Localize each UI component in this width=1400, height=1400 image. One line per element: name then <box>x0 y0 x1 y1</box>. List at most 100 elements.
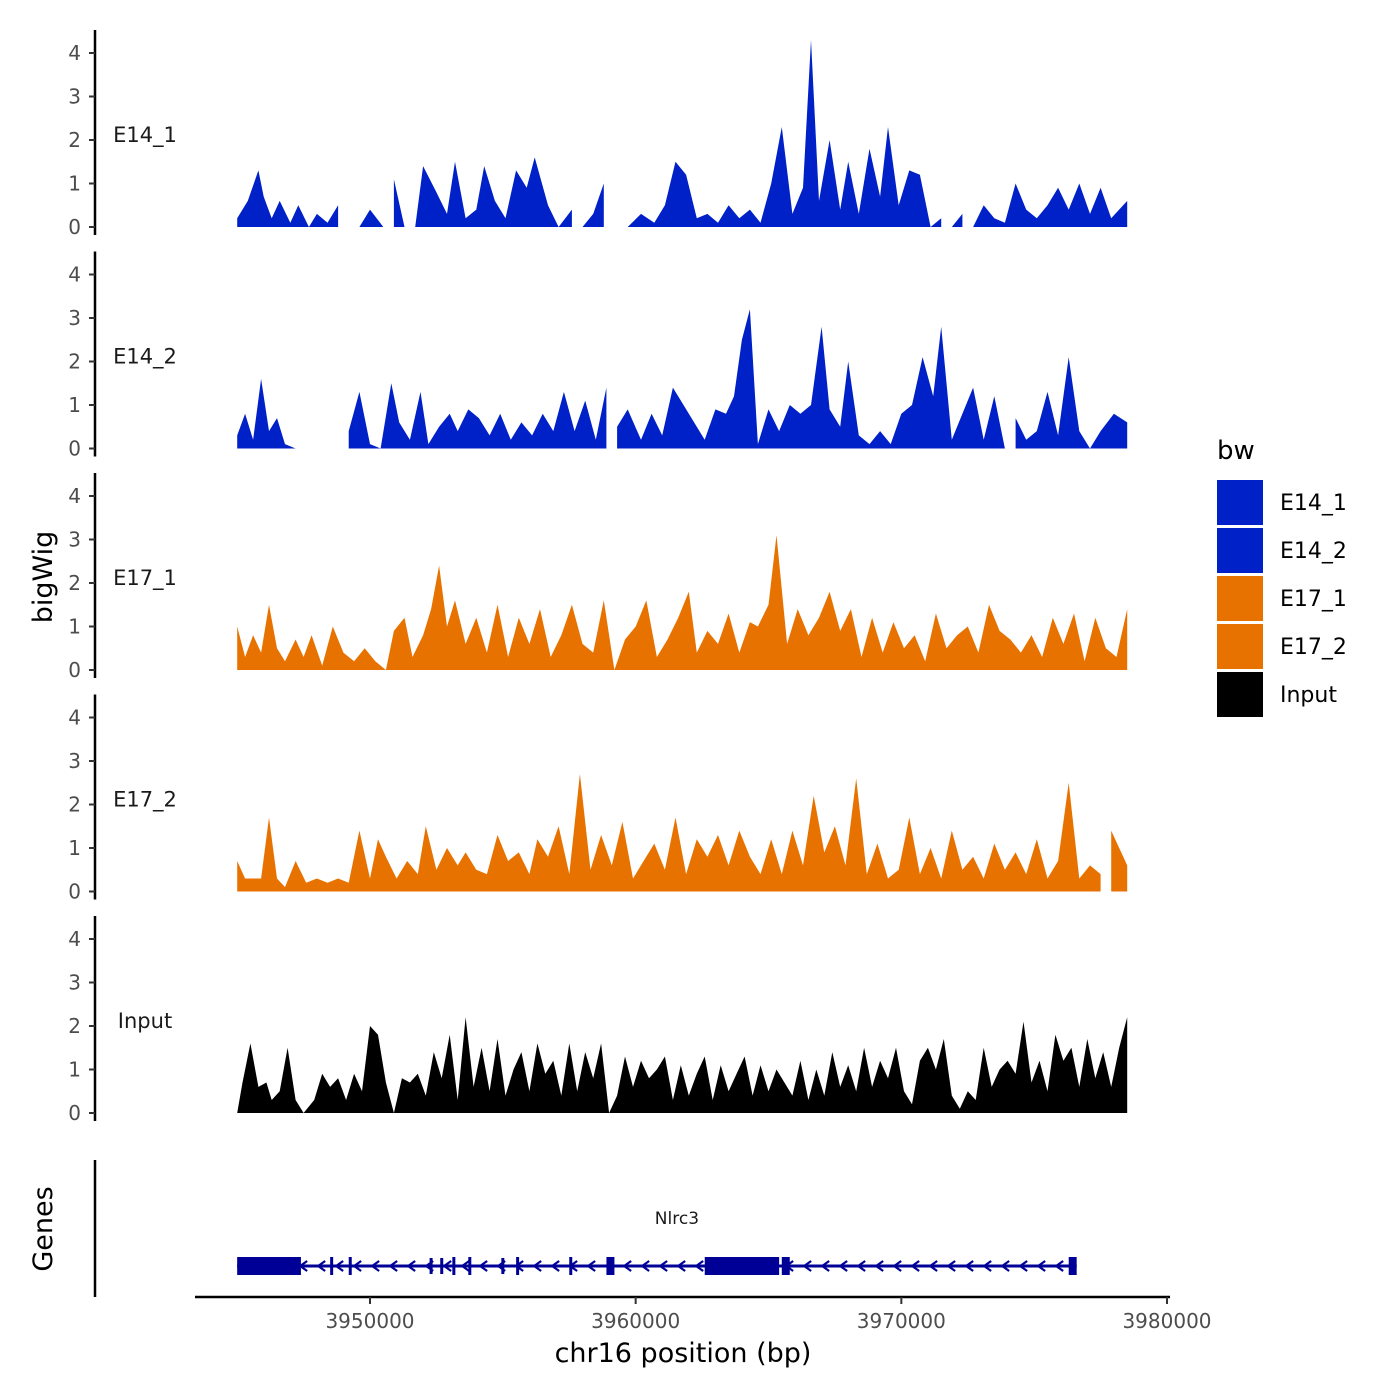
gene-strand-arrow <box>676 1260 686 1272</box>
gene-name-label: Nlrc3 <box>655 1209 699 1229</box>
gene-exon <box>1068 1257 1077 1275</box>
gene-strand-arrow <box>640 1260 650 1272</box>
y-tick-label: 0 <box>68 437 81 461</box>
gene-strand-arrow <box>334 1260 344 1272</box>
y-tick-label: 0 <box>68 658 81 682</box>
y-tick-label: 3 <box>68 528 81 552</box>
gene-exon <box>452 1257 456 1275</box>
gene-strand-arrow <box>622 1260 632 1272</box>
y-tick-label: 4 <box>68 484 81 508</box>
gene-strand-arrow <box>532 1260 542 1272</box>
gene-strand-arrow <box>766 1260 776 1272</box>
gene-models: Nlrc3 <box>237 1209 1077 1275</box>
y-tick-label: 2 <box>68 128 81 152</box>
y-tick-label: 1 <box>68 836 81 860</box>
track-label: E17_2 <box>113 788 177 813</box>
legend-label: E17_1 <box>1280 587 1347 612</box>
legend-swatch <box>1217 480 1263 525</box>
y-tick-label: 1 <box>68 1058 81 1082</box>
y-tick-label: 0 <box>68 880 81 904</box>
gene-strand-arrow <box>406 1260 416 1272</box>
gene-Nlrc3: Nlrc3 <box>237 1209 1077 1275</box>
y-tick-label: 1 <box>68 172 81 196</box>
legend-label: E14_2 <box>1280 539 1347 564</box>
gene-exon <box>468 1257 472 1275</box>
gene-strand-arrow <box>946 1260 956 1272</box>
gene-strand-arrow <box>478 1260 488 1272</box>
legend-swatch <box>1217 624 1263 669</box>
y-axis-title: bigWig <box>28 531 59 624</box>
y-tick-label: 1 <box>68 615 81 639</box>
legend: bw E14_1 E14_2 E17_1 E17_2 Input <box>1217 436 1347 717</box>
x-ticks: 3950000 3960000 3970000 3980000 <box>325 1297 1212 1333</box>
gene-strand-arrow <box>604 1260 614 1272</box>
y-tick-label: 2 <box>68 350 81 374</box>
legend-swatch <box>1217 528 1263 573</box>
track-label: E14_1 <box>113 123 177 148</box>
y-tick-label: 0 <box>68 215 81 239</box>
x-tick-label: 3980000 <box>1122 1309 1211 1333</box>
gene-strand-arrow <box>964 1260 974 1272</box>
x-tick-label: 3960000 <box>591 1309 680 1333</box>
gene-strand-arrow <box>820 1260 830 1272</box>
gene-strand-arrow <box>514 1260 524 1272</box>
gene-strand-arrow <box>730 1260 740 1272</box>
gene-exon <box>704 1257 780 1275</box>
track-E17_1: 0 1 2 3 4 E17_1 <box>68 473 1128 682</box>
gene-strand-arrow <box>892 1260 902 1272</box>
gene-strand-arrow <box>280 1260 290 1272</box>
gene-strand-arrow <box>910 1260 920 1272</box>
track-E14_1: 0 1 2 3 4 E14_1 <box>68 30 1128 239</box>
signal-tracks: 0 1 2 3 4 E14_1 0 1 2 3 4 E14_2 0 1 2 3 4 E17_1 0 1 2 3 4 E17_2… <box>68 30 1128 1125</box>
gene-strand-arrow <box>442 1260 452 1272</box>
legend-items: E14_1 E14_2 E17_1 E17_2 Input <box>1217 480 1347 717</box>
track-label: E14_2 <box>113 345 177 370</box>
gene-strand-arrow <box>1036 1260 1046 1272</box>
gene-strand-arrow <box>694 1260 704 1272</box>
gene-strand-arrow <box>658 1260 668 1272</box>
gene-strand-arrow <box>1018 1260 1028 1272</box>
gene-strand-arrow <box>928 1260 938 1272</box>
track-Input: 0 1 2 3 4 Input <box>68 916 1128 1125</box>
gene-strand-arrow <box>550 1260 560 1272</box>
gene-strand-arrow <box>244 1260 254 1272</box>
track-E14_2: 0 1 2 3 4 E14_2 <box>68 251 1128 461</box>
signal-area-E17_2 <box>237 774 1128 892</box>
gene-strand-arrow <box>586 1260 596 1272</box>
track-label: E17_1 <box>113 566 177 591</box>
x-tick-label: 3950000 <box>325 1309 414 1333</box>
gene-strand-arrow <box>874 1260 884 1272</box>
y-tick-label: 2 <box>68 1014 81 1038</box>
gene-strand-arrow <box>748 1260 758 1272</box>
gene-strand-arrow <box>1000 1260 1010 1272</box>
y-tick-label: 4 <box>68 41 81 65</box>
gene-strand-arrow <box>982 1260 992 1272</box>
gene-exon <box>330 1257 334 1275</box>
gene-strand-arrow <box>460 1260 470 1272</box>
y-tick-label: 4 <box>68 706 81 730</box>
gene-strand-arrow <box>298 1260 308 1272</box>
y-tick-label: 4 <box>68 263 81 287</box>
signal-area-Input <box>237 1017 1128 1113</box>
signal-area-E17_1 <box>237 535 1128 670</box>
legend-label: E17_2 <box>1280 635 1347 660</box>
gene-strand-arrow <box>496 1260 506 1272</box>
y-tick-label: 0 <box>68 1101 81 1125</box>
legend-label: Input <box>1280 683 1337 708</box>
x-axis-title: chr16 position (bp) <box>555 1338 812 1369</box>
y-tick-label: 2 <box>68 571 81 595</box>
gene-strand-arrow <box>352 1260 362 1272</box>
track-E17_2: 0 1 2 3 4 E17_2 <box>68 694 1128 904</box>
gene-strand-arrow <box>712 1260 722 1272</box>
gene-strand-arrow <box>784 1260 794 1272</box>
gene-strand-arrow <box>424 1260 434 1272</box>
gene-exon <box>348 1257 352 1275</box>
track-label: Input <box>118 1009 172 1033</box>
y-tick-label: 3 <box>68 971 81 995</box>
y-tick-label: 4 <box>68 927 81 951</box>
y-tick-label: 2 <box>68 793 81 817</box>
gene-strand-arrow <box>370 1260 380 1272</box>
y-tick-label: 3 <box>68 85 81 109</box>
y-tick-label: 1 <box>68 393 81 417</box>
